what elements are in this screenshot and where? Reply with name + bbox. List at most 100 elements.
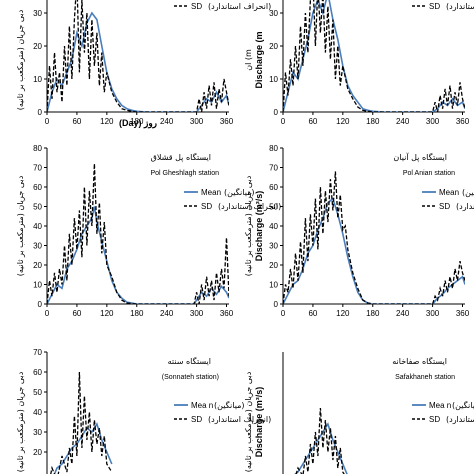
legend-label: SD <box>191 2 202 11</box>
x-tick-label: 0 <box>281 117 286 126</box>
y-axis-label-fa: (دبی جریان (مترمکعب بر ثانیه <box>244 371 253 472</box>
y-tick-label: 40 <box>33 222 42 231</box>
y-tick-label: 70 <box>269 164 278 173</box>
y-axis-label: Discharge (m³/s) <box>254 387 264 458</box>
plot-area <box>283 0 465 112</box>
y-tick-label: 10 <box>33 281 42 290</box>
y-tick-label: 20 <box>33 448 42 457</box>
legend-label: Mean <box>201 188 221 197</box>
plot-area <box>47 0 229 112</box>
x-tick-label: 300 <box>426 309 440 318</box>
y-tick-label: 0 <box>274 300 279 309</box>
x-tick-label: 60 <box>308 117 317 126</box>
series-line-sd <box>47 163 229 304</box>
plot-area <box>47 163 229 304</box>
station-subtitle: Pol Gheshlagh station <box>151 170 220 177</box>
x-tick-label: 240 <box>160 117 174 126</box>
chart-panel-4: 0 10 20 30 40 50 60 70 80 0 60 120 180 240 300 360 (دبی … <box>244 144 474 318</box>
legend-label: SD <box>429 415 440 424</box>
y-tick-label: 50 <box>269 203 278 212</box>
y-tick-label: 80 <box>33 144 42 153</box>
x-tick-label: 0 <box>45 309 50 318</box>
x-tick-label: 360 <box>220 309 234 318</box>
x-tick-label: 360 <box>456 117 470 126</box>
y-tick-label: 40 <box>269 222 278 231</box>
y-axis-label: Discharge (m <box>254 31 264 88</box>
y-tick-label: 30 <box>269 9 278 18</box>
x-tick-label: 60 <box>72 117 81 126</box>
x-tick-label: 300 <box>426 117 440 126</box>
plot-area <box>283 171 465 304</box>
legend-label-fa: (انحراف استاندارد) <box>208 415 271 424</box>
x-tick-label: 120 <box>100 309 114 318</box>
x-tick-label: 0 <box>45 117 50 126</box>
plot-area <box>294 407 348 474</box>
x-tick-label: 60 <box>72 309 81 318</box>
x-tick-label: 180 <box>130 309 144 318</box>
x-tick-label: 180 <box>366 309 380 318</box>
legend-label-fa: (انحراف استاندارد) <box>218 202 281 211</box>
series-line-sd <box>295 407 345 474</box>
series-line-sd <box>283 0 465 112</box>
series-line-mean <box>53 422 113 474</box>
y-tick-label: 0 <box>38 300 43 309</box>
y-tick-label: 70 <box>33 164 42 173</box>
x-tick-label: 240 <box>396 309 410 318</box>
y-tick-label: 30 <box>33 242 42 251</box>
series-line-sd <box>283 171 465 304</box>
station-title: ایستگاه صفاخانه <box>392 356 447 366</box>
x-tick-label: 360 <box>220 117 234 126</box>
station-title: ایستگاه سنته <box>168 356 211 366</box>
series-line-sd <box>47 0 229 112</box>
chart-panel-5: 20 30 40 50 60 70 (دبی جریان (مترمکعب بر ثانیه… <box>16 348 271 474</box>
y-tick-label: 60 <box>33 183 42 192</box>
y-tick-label: 10 <box>269 75 278 84</box>
legend-label-fa: (انحراف استاندارد) <box>446 2 474 11</box>
y-tick-label: 50 <box>33 203 42 212</box>
y-tick-label: 10 <box>33 75 42 84</box>
legend-label-fa: (میانگین) <box>214 400 245 410</box>
x-tick-label: 240 <box>396 117 410 126</box>
legend-label: Mea n <box>429 401 451 410</box>
y-tick-label: 30 <box>33 428 42 437</box>
station-title: ایستگاه پل قشلاق <box>151 152 211 162</box>
x-tick-label: 60 <box>308 309 317 318</box>
y-tick-label: 30 <box>33 9 42 18</box>
x-axis-label: (Day) روز <box>119 118 157 129</box>
y-tick-label: 60 <box>33 368 42 377</box>
legend-label: Mean <box>439 188 459 197</box>
legend-label: SD <box>439 202 450 211</box>
y-axis-label: (دبی جریان (مترمکعب بر ثانیه <box>16 9 25 110</box>
y-tick-label: 80 <box>269 144 278 153</box>
y-tick-label: 70 <box>33 348 42 357</box>
y-tick-label: 60 <box>269 183 278 192</box>
x-tick-label: 240 <box>160 309 174 318</box>
series-line-mean <box>283 0 465 112</box>
y-tick-label: 10 <box>269 281 278 290</box>
x-tick-label: 120 <box>100 117 114 126</box>
x-tick-label: 180 <box>366 117 380 126</box>
y-tick-label: 40 <box>33 408 42 417</box>
y-tick-label: 0 <box>38 108 43 117</box>
y-axis-label-fa: (دبی جریان (مترمکعب بر ثانیه <box>244 175 253 276</box>
x-tick-label: 180 <box>130 117 144 126</box>
legend-label-fa: (میانگین) <box>462 187 474 197</box>
x-tick-label: 300 <box>190 117 204 126</box>
x-tick-label: 120 <box>336 117 350 126</box>
y-tick-label: 20 <box>33 42 42 51</box>
y-axis-label: (دبی جریان (مترمکعب بر ثانیه <box>16 371 25 472</box>
legend-label: SD <box>201 202 212 211</box>
y-tick-label: 50 <box>33 388 42 397</box>
y-axis-label: Discharge (m³/s) <box>254 191 264 262</box>
y-tick-label: 20 <box>33 261 42 270</box>
legend-label-fa: (میانگین) <box>452 400 474 410</box>
x-tick-label: 120 <box>336 309 350 318</box>
legend-label-fa: (میانگین) <box>224 187 255 197</box>
station-subtitle: Safakhaneh station <box>395 374 455 381</box>
chart-panel-6: (دبی جریان (مترمکعب بر ثانیه Discharge (m… <box>244 352 474 474</box>
series-line-sd <box>50 371 113 474</box>
y-tick-label: 20 <box>269 261 278 270</box>
station-title: ایستگاه پل آنیان <box>393 152 447 162</box>
